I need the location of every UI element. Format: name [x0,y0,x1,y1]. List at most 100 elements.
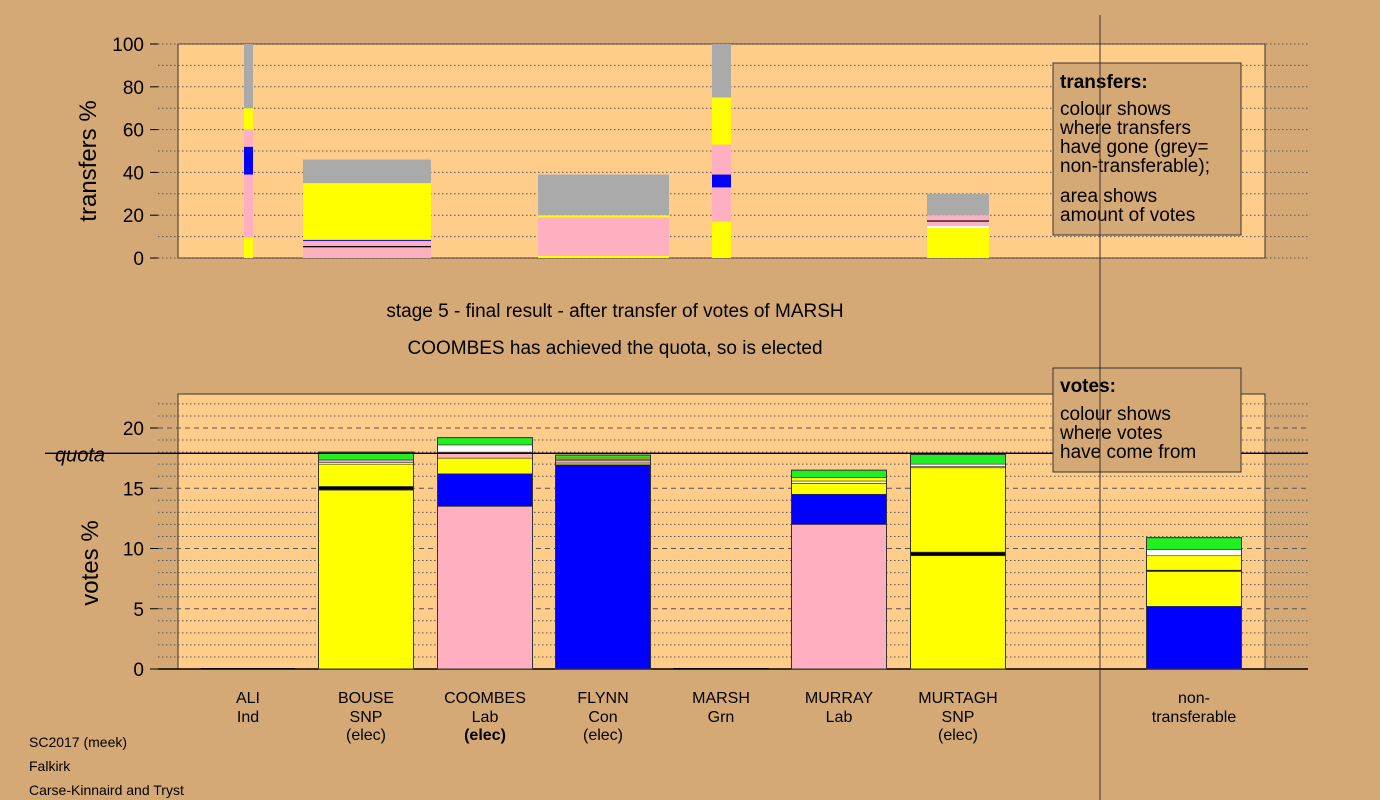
vote-segment [910,467,1006,553]
vote-segment [555,464,651,670]
candidate-status-label: (elec) [938,727,978,744]
votes-y-tick-label: 15 [123,479,144,500]
headline-line1: stage 5 - final result - after transfer … [386,301,843,322]
footer-ward: Carse-Kinnaird and Tryst [29,782,184,798]
transfers-y-tick-label: 40 [123,163,144,184]
candidate-party-label: SNP [350,709,383,726]
vote-bar-outline [910,454,1006,670]
vote-segment [791,477,887,482]
vote-bar [910,454,1006,670]
transfers-legend-line: have gone (grey= [1060,137,1208,158]
transfer-segment [927,225,989,229]
candidate-party-label: Con [588,709,617,726]
candidate-party-label: Lab [472,709,499,726]
candidate-name-label: COOMBES [444,690,526,707]
headline-line2: COOMBES has achieved the quota, so is el… [407,338,822,359]
transfer-segment [712,187,731,222]
transfer-column [244,44,253,258]
candidate-name-label: MURTAGH [918,690,997,707]
votes-legend-line: colour shows [1060,404,1171,425]
vote-segment [910,555,1006,670]
votes-y-tick-label: 10 [123,540,144,561]
transfers-legend-line: area shows [1060,186,1157,207]
vote-segment [318,489,414,670]
candidate-status-label: (elec) [464,727,506,744]
vote-bar [437,437,533,670]
votes-legend-line: where votes [1059,423,1162,444]
vote-bar-outline [791,469,887,670]
transfers-y-tick-label: 0 [133,249,144,270]
votes-y-tick-label: 0 [133,660,144,681]
vote-segment [1146,537,1242,551]
vote-bar-outline [555,454,651,670]
vote-segment [437,444,533,453]
transfers-y-tick-label: 100 [112,35,144,56]
transfers-legend-line: amount of votes [1060,205,1195,226]
transfer-segment [927,220,989,222]
transfer-segment [538,215,669,218]
candidate-party-label: Ind [237,709,259,726]
candidate-name-label: MARSH [692,690,750,707]
transfer-segment [244,108,253,130]
candidate-name-label: BOUSE [338,690,394,707]
transfer-segment [712,44,731,98]
footer-election: SC2017 (meek) [29,734,127,750]
vote-bar-outline [318,451,414,670]
votes-y-tick-label: 20 [123,419,144,440]
candidate-name-label: ALI [236,690,260,707]
transfer-segment [927,228,989,258]
transfer-segment [538,174,669,216]
transfer-segment [244,129,253,147]
transfer-segment [927,193,989,216]
vote-segment [555,460,651,464]
vote-bar-outline [437,437,533,670]
vote-segment [318,486,414,491]
transfers-legend-title: transfers: [1060,72,1148,93]
votes-y-axis-title: votes % [77,520,104,605]
transfer-segment [303,239,431,241]
transfer-segment [303,246,431,248]
transfers-panel: 0 20 40 60 80 100 transfers % transfers: colour … [75,35,1308,270]
transfers-legend-line: where transfers [1059,118,1191,139]
vote-segment [1146,555,1242,571]
transfers-legend-line: non-transferable); [1060,156,1210,177]
transfer-segment [244,44,253,109]
transfer-segment [927,221,989,226]
transfer-segment [244,174,253,238]
transfer-segment [303,183,431,240]
vote-bar [791,469,887,670]
vote-segment [1146,549,1242,557]
candidate-name-label: FLYNN [577,690,628,707]
candidate-party-label: transferable [1152,709,1237,726]
transfer-column [927,193,989,258]
transfer-segment [303,240,431,247]
vote-segment [791,524,887,670]
vote-bar [1146,537,1242,670]
votes-legend-box [1052,367,1242,473]
vote-segment [437,473,533,507]
vote-segment [910,551,1006,557]
transfers-y-tick-label: 20 [123,206,144,227]
vote-segment [791,493,887,525]
votes-y-tick-label: 5 [133,600,144,621]
vote-segment [1146,571,1242,607]
transfer-segment [712,221,731,258]
transfer-segment [712,97,731,145]
transfer-segment [538,217,669,256]
vote-bar [318,451,414,670]
candidate-party-label: Lab [826,709,853,726]
candidate-party-label: Grn [708,709,735,726]
transfer-segment [712,144,731,175]
candidate-name-label: MURRAY [805,690,873,707]
vote-segment [910,463,1006,467]
vote-segment [437,506,533,670]
transfer-segment [303,247,431,258]
candidate-party-label: SNP [942,709,975,726]
vote-segment [910,454,1006,465]
transfers-legend-box [1052,62,1242,236]
transfer-segment [303,159,431,184]
footer-council: Falkirk [29,758,71,774]
